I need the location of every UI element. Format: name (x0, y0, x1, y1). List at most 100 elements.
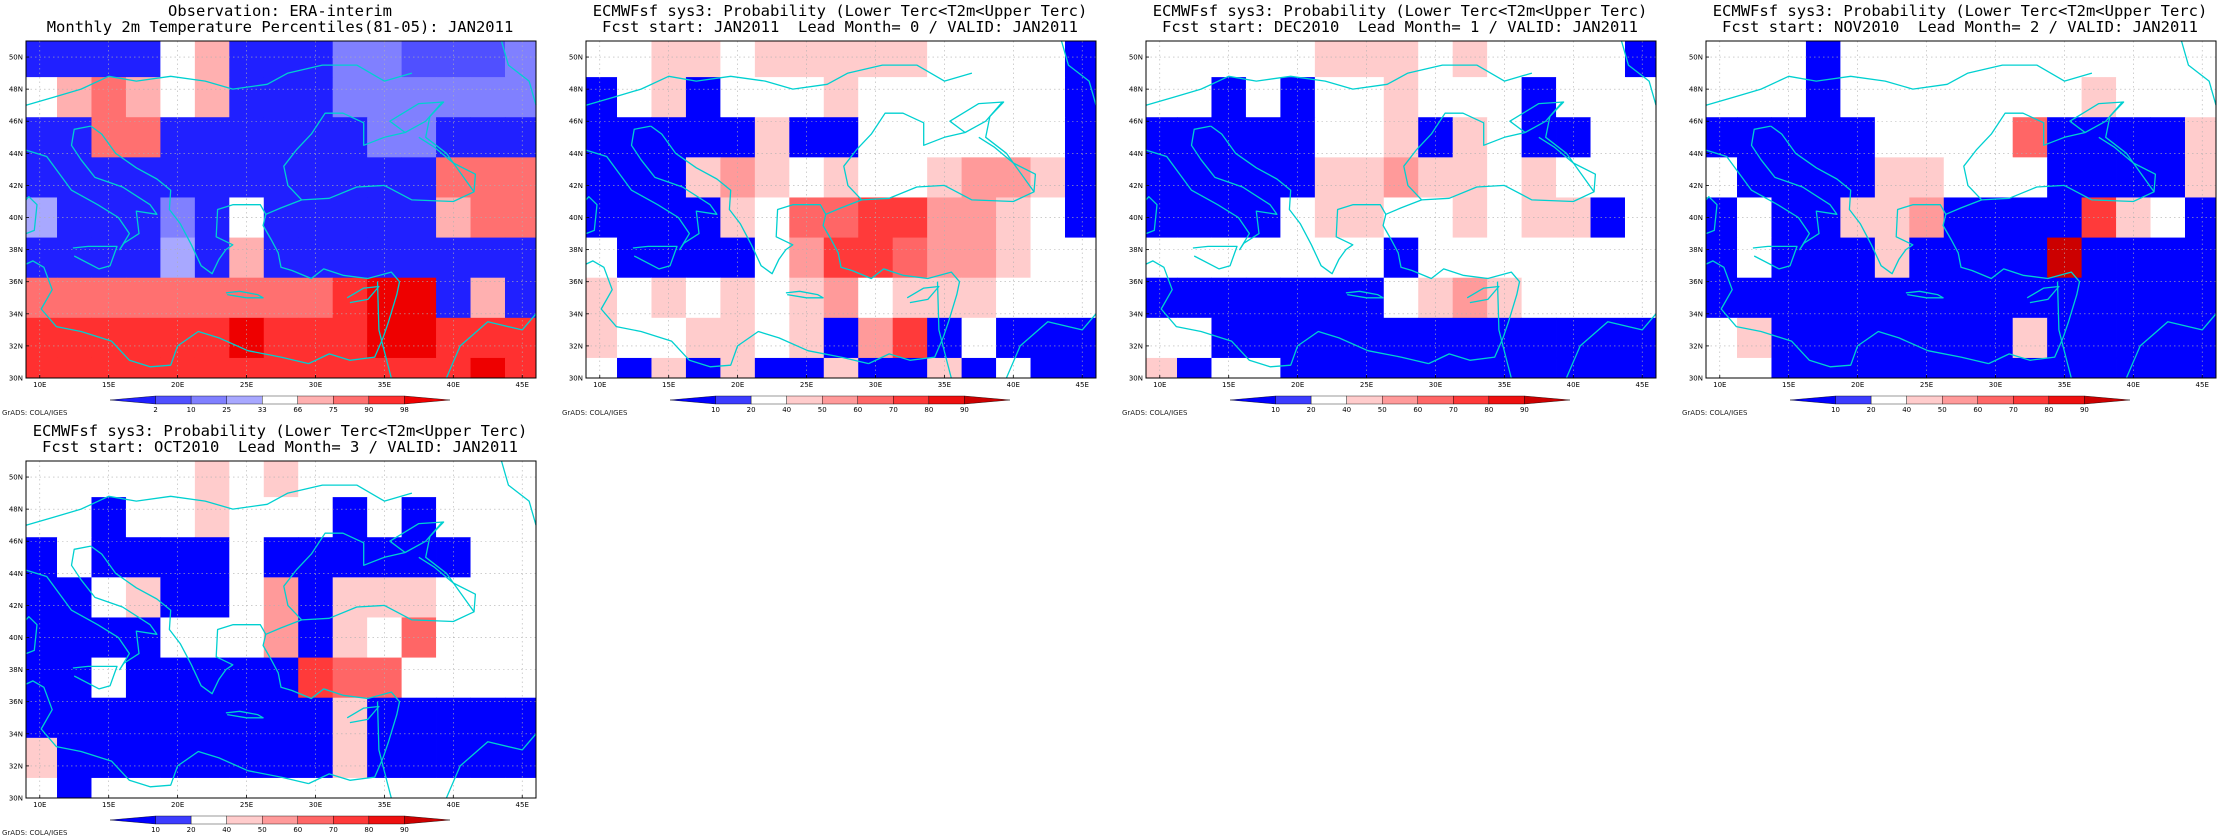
heatmap-cell (2184, 77, 2217, 118)
heatmap-cell (229, 357, 265, 379)
panel-observation: Observation: ERA-interim Monthly 2m Temp… (0, 0, 560, 420)
lat-label: 34N (1689, 310, 1703, 318)
colorbar-label: 70 (1449, 406, 1458, 414)
heatmap-cell (1840, 117, 1876, 158)
heatmap-cell (2184, 41, 2217, 78)
heatmap-cell (263, 317, 299, 359)
heatmap-cell (1737, 117, 1772, 158)
heatmap-cell (1978, 77, 2014, 118)
heatmap-cell (263, 237, 299, 279)
heatmap-cell (2012, 117, 2048, 158)
heatmap-cell (26, 777, 58, 799)
heatmap-cell (504, 777, 537, 799)
heatmap-cell (1771, 77, 1807, 118)
lat-label: 38N (9, 666, 23, 674)
heatmap-cell (789, 157, 825, 198)
heatmap-cell (1064, 77, 1097, 118)
heatmap-cell (1030, 197, 1066, 238)
heatmap-cell (263, 697, 299, 739)
lat-label: 42N (569, 182, 583, 190)
heatmap-cell (125, 777, 161, 799)
heatmap-cell (2184, 277, 2217, 319)
coastline (25, 196, 38, 235)
coastline (1752, 245, 1798, 270)
heatmap-cell (194, 617, 230, 658)
heatmap-cell (1314, 277, 1350, 319)
heatmap-cell (194, 577, 230, 618)
heatmap-cell (961, 197, 997, 238)
heatmap-cell (1383, 77, 1419, 118)
heatmap-cell (720, 157, 756, 198)
coastline (2098, 136, 2157, 192)
heatmap-cell (401, 777, 437, 799)
colorbar-swatch (964, 395, 1011, 405)
heatmap-cell (470, 197, 506, 238)
heatmap-cell (1349, 357, 1385, 379)
heatmap-cell (332, 237, 368, 279)
coastline (2056, 281, 2072, 379)
colorbar-label: 60 (853, 406, 862, 414)
coastline (906, 285, 940, 304)
heatmap-cell (1943, 317, 1979, 359)
heatmap-cell (160, 497, 196, 538)
colorbar-label: 70 (889, 406, 898, 414)
coastline (25, 484, 413, 526)
heatmap-cell (586, 317, 618, 359)
heatmap-cell (1943, 277, 1979, 319)
heatmap-cell (2150, 157, 2186, 198)
heatmap-cell (1146, 41, 1178, 78)
heatmap-cell (229, 577, 265, 618)
colorbar-swatch (1789, 395, 1836, 405)
heatmap-cell (332, 697, 368, 739)
heatmap-cell (298, 577, 334, 618)
heatmap-cell (332, 577, 368, 618)
heatmap-cell (586, 157, 618, 198)
heatmap-cell (1521, 357, 1557, 379)
heatmap-cell (1064, 237, 1097, 279)
lat-label: 44N (1129, 150, 1143, 158)
coastline (445, 733, 537, 799)
colorbar-swatch (2084, 395, 2131, 405)
heatmap-cell (504, 77, 537, 118)
heatmap-cell (1245, 277, 1281, 319)
lon-label: 25E (240, 381, 253, 389)
heatmap-cell (125, 461, 161, 498)
heatmap-cell (789, 357, 825, 379)
colorbar-label: 40 (1342, 406, 1351, 414)
lon-label: 45E (1076, 381, 1089, 389)
heatmap-cell (2150, 41, 2186, 78)
colorbar-swatch (715, 395, 752, 405)
heatmap-cell (57, 737, 92, 779)
heatmap-cell (2012, 237, 2048, 279)
heatmap-cell (2081, 237, 2117, 279)
lat-label: 50N (569, 54, 583, 62)
heatmap-cell (1874, 157, 1910, 198)
heatmap-cell (1590, 277, 1626, 319)
heatmap-cell (194, 197, 230, 238)
lon-label: 30E (869, 381, 882, 389)
heatmap-cell (1943, 357, 1979, 379)
heatmap-cell (823, 237, 859, 279)
heatmap-cell (26, 357, 58, 379)
heatmap-cell (2150, 197, 2186, 238)
colorbar-swatch (1275, 395, 1312, 405)
heatmap-cell (754, 197, 790, 238)
heatmap-cell (1064, 197, 1097, 238)
coastline (404, 521, 443, 554)
credit-label: GrADS: COLA/IGES (2, 409, 68, 417)
heatmap-cell (586, 277, 618, 319)
coastline (1705, 64, 2093, 106)
lon-label: 10E (1713, 381, 1726, 389)
lat-label: 46N (569, 118, 583, 126)
lon-label: 25E (1360, 381, 1373, 389)
heatmap-cell (685, 317, 721, 359)
heatmap-cell (1737, 237, 1772, 279)
heatmap-cell (229, 497, 265, 538)
heatmap-cell (125, 317, 161, 359)
heatmap-cell (401, 577, 437, 618)
heatmap-cell (1452, 117, 1488, 158)
heatmap-cells (26, 41, 537, 379)
heatmap-cell (504, 117, 537, 158)
heatmap-cell (504, 197, 537, 238)
heatmap-cell (367, 777, 403, 799)
